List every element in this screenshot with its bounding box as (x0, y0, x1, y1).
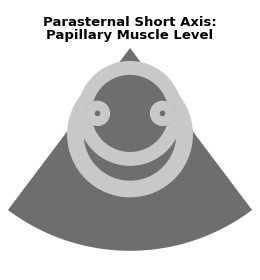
Circle shape (90, 106, 105, 121)
Circle shape (150, 101, 175, 126)
Text: Papillary Muscle Level: Papillary Muscle Level (47, 29, 213, 43)
Polygon shape (8, 48, 252, 251)
Text: Parasternal Short Axis:: Parasternal Short Axis: (43, 15, 217, 29)
Circle shape (75, 80, 185, 189)
Circle shape (85, 101, 110, 126)
Circle shape (155, 106, 170, 121)
Circle shape (84, 68, 176, 159)
